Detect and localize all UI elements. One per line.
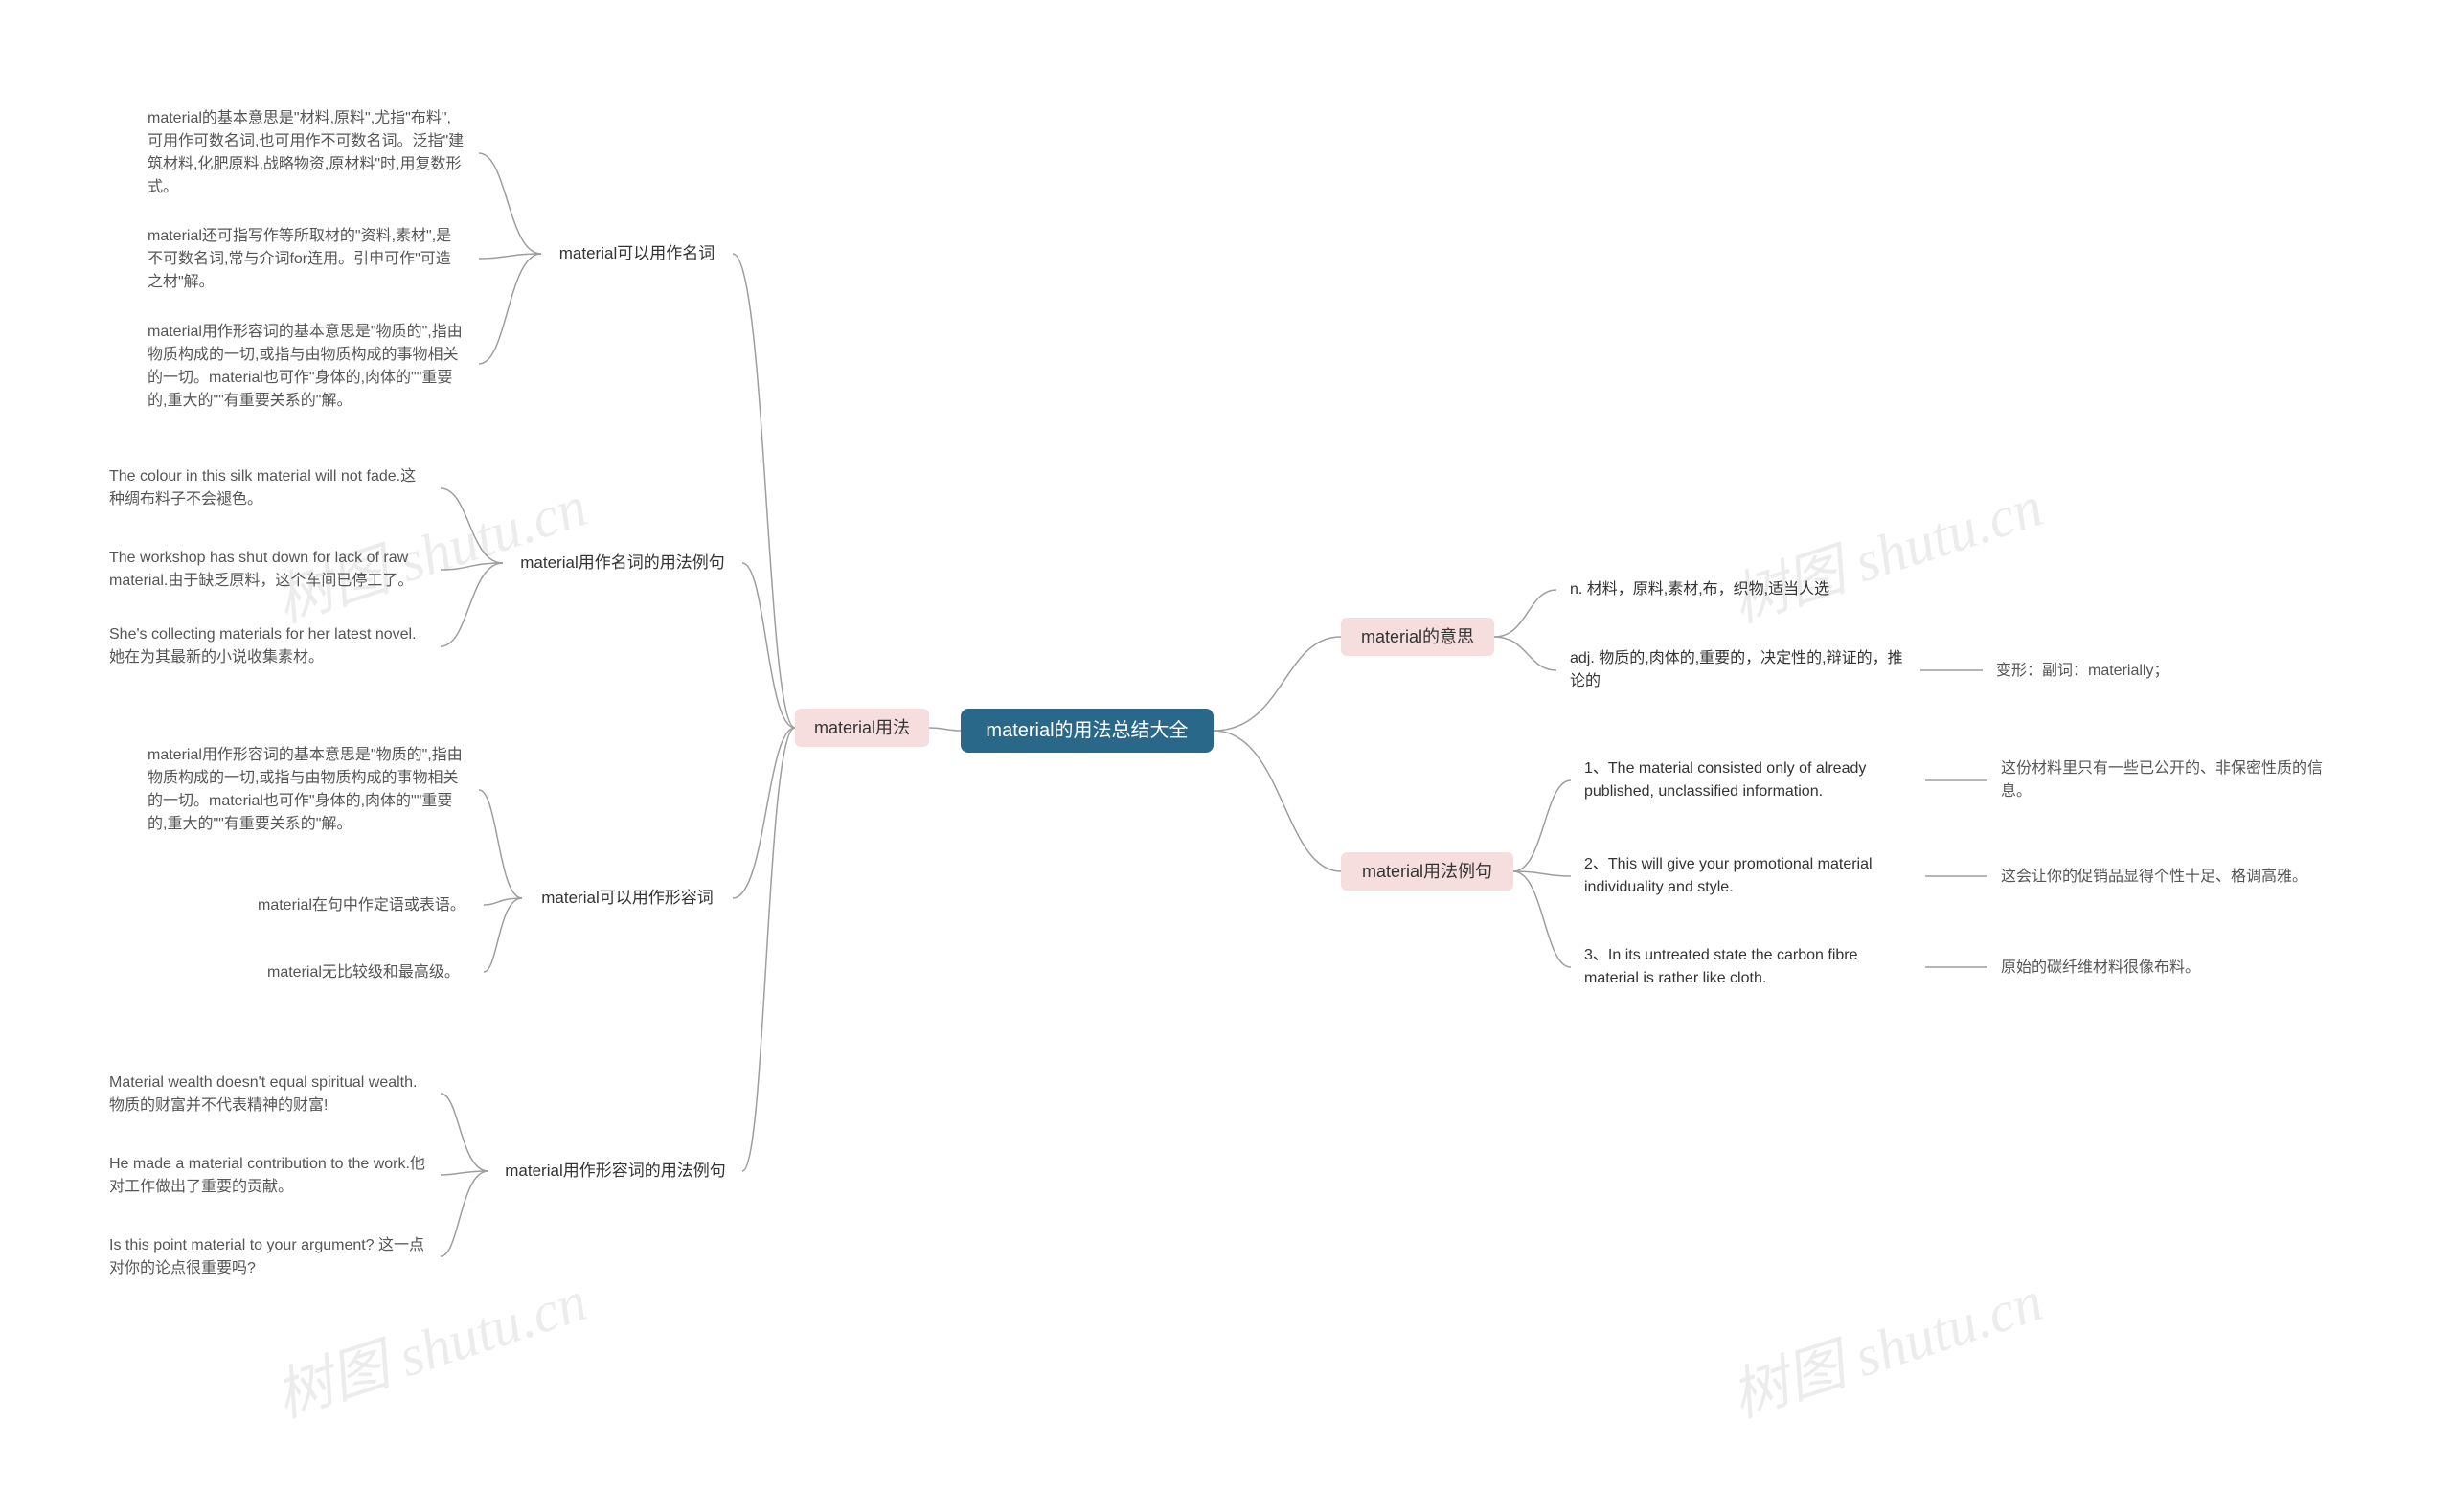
branch-adjective: material可以用作形容词 (522, 881, 733, 915)
leaf: 变形：副词：materially； (1983, 656, 2193, 687)
leaf: material用作形容词的基本意思是"物质的",指由物质构成的一切,或指与由物… (134, 737, 479, 843)
leaf: adj. 物质的,肉体的,重要的，决定性的,辩证的，推论的 (1556, 646, 1920, 694)
branch-example-sentences: material用法例句 (1341, 852, 1513, 891)
branch-noun-examples: material用作名词的用法例句 (503, 546, 742, 580)
leaf: material用作形容词的基本意思是"物质的",指由物质构成的一切,或指与由物… (134, 314, 479, 419)
leaf: He made a material contribution to the w… (96, 1149, 441, 1202)
leaf: material无比较级和最高级。 (254, 958, 484, 988)
branch-noun: material可以用作名词 (541, 237, 733, 271)
leaf: The workshop has shut down for lack of r… (96, 536, 441, 603)
leaf: The colour in this silk material will no… (96, 464, 441, 512)
branch-adjective-examples: material用作形容词的用法例句 (488, 1154, 742, 1188)
leaf: 3、In its untreated state the carbon fibr… (1571, 943, 1925, 991)
leaf: She's collecting materials for her lates… (96, 622, 441, 670)
leaf: 2、This will give your promotional materi… (1571, 852, 1925, 900)
branch-meaning: material的意思 (1341, 618, 1494, 656)
branch-usage: material用法 (795, 709, 929, 747)
leaf: Material wealth doesn't equal spiritual … (96, 1068, 441, 1120)
watermark: 树图 shutu.cn (1719, 460, 2052, 639)
leaf: n. 材料，原料,素材,布，织物,适当人选 (1556, 573, 1882, 607)
root-node: material的用法总结大全 (961, 709, 1214, 753)
watermark: 树图 shutu.cn (1719, 1254, 2052, 1433)
leaf: 这会让你的促销品显得个性十足、格调高雅。 (1987, 860, 2342, 894)
leaf: Is this point material to your argument?… (96, 1230, 441, 1283)
leaf: 原始的碳纤维材料很像布料。 (1987, 951, 2256, 985)
leaf: material的基本意思是"材料,原料",尤指"布料",可用作可数名词,也可用… (134, 105, 479, 201)
leaf: material在句中作定语或表语。 (244, 891, 484, 921)
leaf: 这份材料里只有一些已公开的、非保密性质的信息。 (1987, 756, 2342, 804)
leaf: 1、The material consisted only of already… (1571, 756, 1925, 804)
leaf: material还可指写作等所取材的"资料,素材",是不可数名词,常与介词for… (134, 226, 479, 293)
